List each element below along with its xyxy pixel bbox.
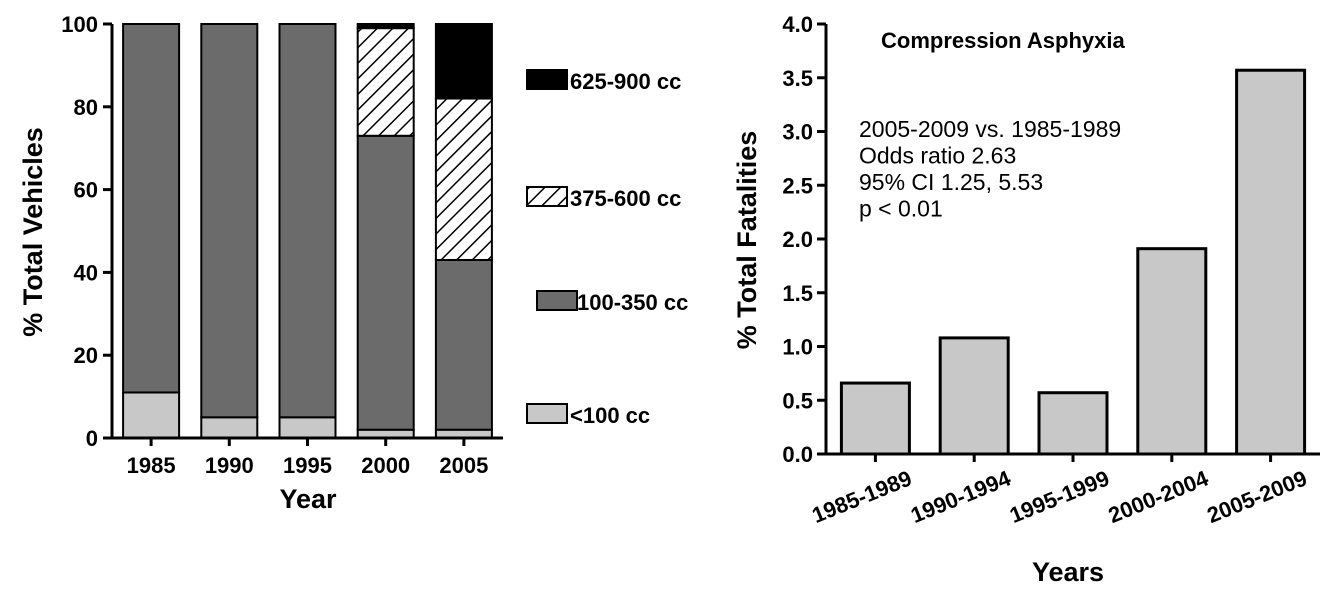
y-tick-label: 1.5 [782, 281, 813, 306]
x-tick-label: 1990 [205, 453, 254, 478]
bar-segment-1995-s0 [278, 416, 337, 439]
y-tick-label: 0.5 [782, 388, 813, 413]
x-tick-label: 1995-1999 [1006, 465, 1113, 528]
y-tick-label: 20 [74, 343, 98, 368]
bar-1995-1999 [1037, 391, 1109, 456]
y-tick-label: 3.5 [782, 66, 813, 91]
y-tick-label: 3.0 [782, 120, 813, 145]
annotation-line-0: 2005-2009 vs. 1985-1989 [859, 116, 1121, 142]
bar-segment-1985-s1 [122, 23, 181, 394]
y-tick-label: 60 [74, 178, 98, 203]
bar-segment-1990-s0 [200, 416, 259, 439]
legend-label-2: 375-600 cc [570, 186, 681, 211]
y-tick-label: 0.0 [782, 442, 813, 467]
y-ticks: 0 20 40 60 80 100 [61, 12, 112, 451]
legend-label-3: 625-900 cc [570, 69, 681, 94]
legend-swatch-2 [526, 186, 568, 207]
bar-segment-1995-s1 [278, 23, 337, 419]
y-tick-label: 2.5 [782, 173, 813, 198]
bar-segment-1990-s1 [200, 23, 259, 419]
bar-chart: 0.00.51.01.52.02.53.03.54.0 1985-1989199… [732, 12, 1320, 587]
bar-2005-2009 [1235, 68, 1307, 456]
legend-swatch-3 [526, 69, 568, 90]
legend-label-0: <100 cc [570, 403, 650, 428]
x-tick-label: 2000 [361, 453, 410, 478]
y-axis-title: % Total Vehicles [18, 127, 48, 337]
bar-2000-2004 [1136, 247, 1208, 456]
legend-swatch-0 [526, 403, 568, 424]
stacked-bar-chart: 0 20 40 60 80 100 1985 1990 1995 2000 2005 Year %… [18, 12, 688, 514]
legend-swatch-1 [536, 290, 578, 311]
x-tick-label: 1985 [127, 453, 176, 478]
x-tick-label: 2005 [439, 453, 488, 478]
annotation-line-3: p < 0.01 [859, 196, 943, 222]
x-ticks: 1985-19891990-19941995-19992000-20042005… [808, 454, 1310, 528]
x-tick-label: 1990-1994 [907, 465, 1015, 528]
y-tick-label: 2.0 [782, 227, 813, 252]
bar-1985-1989 [839, 381, 911, 456]
x-axis-title: Years [1032, 557, 1104, 585]
bar-segment-2000-s1 [356, 134, 415, 431]
annotation-line-1: Odds ratio 2.63 [859, 143, 1016, 169]
y-tick-label: 100 [61, 12, 98, 37]
bar-1990-1994 [938, 336, 1010, 456]
bar-segment-2000-s3 [356, 23, 415, 30]
legend: 625-900 cc 375-600 cc 100-350 cc <100 cc [526, 69, 688, 428]
x-tick-label: 2000-2004 [1105, 465, 1213, 528]
y-tick-label: 40 [74, 260, 98, 285]
bar-segment-2005-s1 [434, 258, 493, 431]
bar-segment-2005-s3 [434, 23, 493, 100]
legend-label-1: 100-350 cc [577, 290, 688, 315]
y-tick-label: 80 [74, 95, 98, 120]
annotation-line-2: 95% CI 1.25, 5.53 [859, 169, 1043, 195]
y-ticks: 0.0 0.5 1.0 1.5 2.0 2.5 3.0 3.5 4.0 [782, 12, 826, 467]
bars-group [122, 23, 493, 440]
y-tick-label: 1.0 [782, 335, 813, 360]
bar-segment-2005-s2 [434, 97, 493, 261]
y-tick-label: 0 [86, 426, 98, 451]
y-axis-title: % Total Fatalities [732, 131, 762, 350]
x-tick-label: 1995 [283, 453, 332, 478]
x-tick-label: 1985-1989 [808, 465, 915, 528]
chart-title: Compression Asphyxia [881, 28, 1125, 53]
y-tick-label: 4.0 [782, 12, 813, 37]
x-ticks: 1985 1990 1995 2000 2005 [127, 438, 488, 478]
x-tick-label: 2005-2009 [1204, 465, 1311, 528]
bar-segment-2000-s2 [356, 27, 415, 137]
bar-segment-1985-s0 [122, 391, 181, 439]
x-axis-title: Year [279, 484, 337, 514]
